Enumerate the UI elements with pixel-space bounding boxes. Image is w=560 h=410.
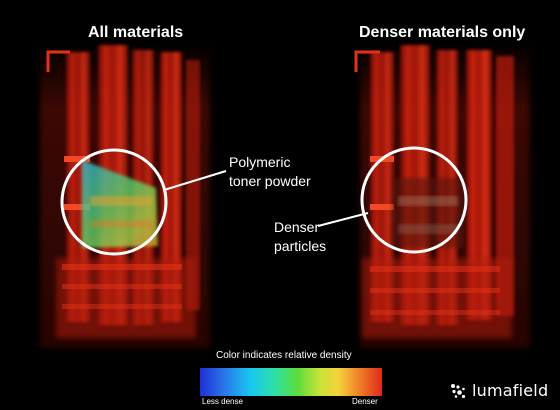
legend-min-label: Less dense	[202, 397, 243, 406]
denser-callout-line	[317, 212, 369, 227]
left-highlight-circle	[60, 148, 168, 256]
polymer-callout: Polymeric toner powder	[229, 153, 311, 191]
lumafield-logo-icon	[451, 383, 466, 398]
denser-callout-line1: Denser	[274, 219, 320, 235]
brand-logo: lumafield	[450, 381, 548, 400]
right-panel-title: Denser materials only	[359, 24, 526, 41]
polymer-callout-line	[163, 170, 227, 191]
legend-max-label: Denser	[352, 397, 378, 406]
density-color-bar	[200, 368, 382, 396]
polymer-callout-line2: toner powder	[229, 173, 311, 189]
right-scan-image	[354, 45, 530, 348]
denser-callout-line2: particles	[274, 238, 327, 254]
right-highlight-circle	[360, 146, 468, 254]
left-scan-image	[40, 45, 210, 348]
polymer-callout-line1: Polymeric	[229, 154, 291, 170]
legend-caption: Color indicates relative density	[216, 350, 352, 361]
brand-name: lumafield	[472, 381, 549, 400]
left-panel-title: All materials	[88, 24, 184, 41]
denser-callout: Denser particles	[274, 218, 326, 256]
